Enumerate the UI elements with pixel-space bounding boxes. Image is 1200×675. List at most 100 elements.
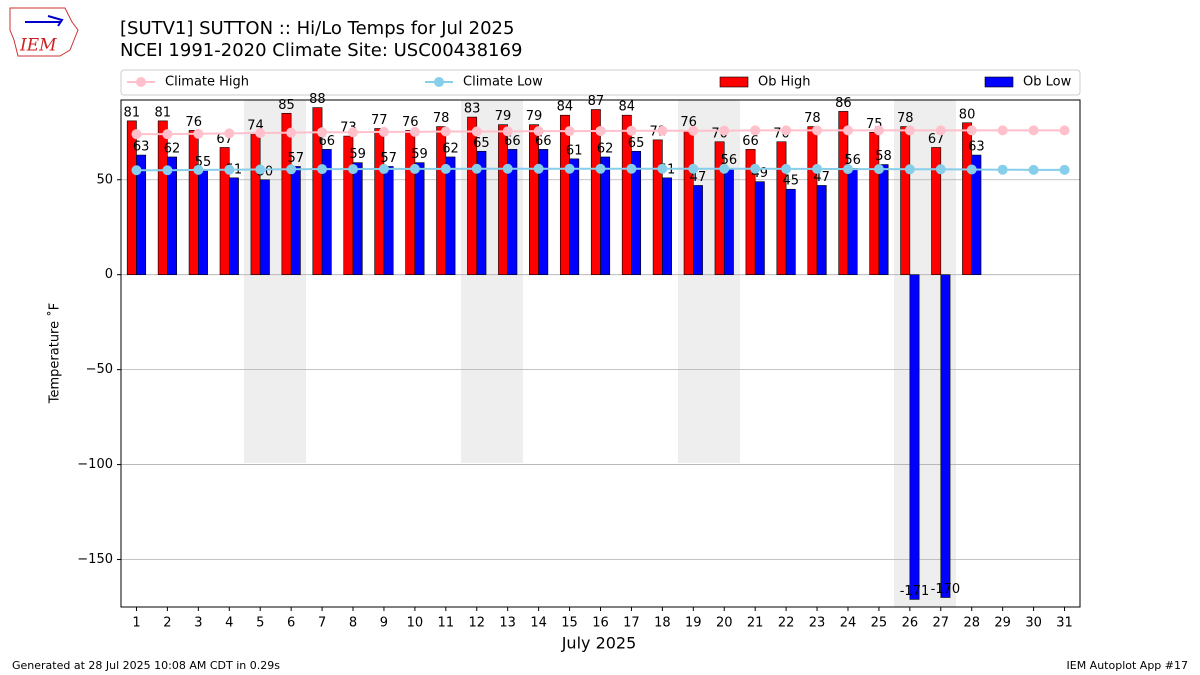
footer-right: IEM Autoplot App #17: [1067, 659, 1189, 672]
bar: [352, 162, 363, 275]
x-tick-label: 11: [438, 616, 455, 631]
bar: [228, 177, 239, 275]
marker: [935, 164, 946, 175]
value-label: 62: [442, 141, 459, 156]
value-label: -170: [931, 582, 961, 597]
value-label: 59: [349, 147, 366, 162]
x-tick-label: 3: [194, 616, 202, 631]
marker: [471, 163, 482, 174]
x-tick-label: 22: [778, 616, 795, 631]
value-label: 81: [154, 105, 171, 120]
value-label: 66: [318, 134, 335, 149]
bar: [652, 139, 663, 275]
footer-left: Generated at 28 Jul 2025 10:08 AM CDT in…: [12, 659, 280, 672]
marker: [873, 125, 884, 136]
y-tick-label: −150: [77, 552, 113, 567]
marker: [286, 127, 297, 138]
marker: [781, 125, 792, 136]
marker: [378, 163, 389, 174]
x-tick-label: 21: [747, 616, 764, 631]
x-tick-label: 20: [716, 616, 733, 631]
bar: [250, 133, 261, 275]
marker: [750, 163, 761, 174]
x-tick-label: 15: [561, 616, 578, 631]
legend-box: [120, 69, 1081, 96]
value-label: 66: [535, 134, 552, 149]
value-label: 76: [402, 115, 419, 130]
marker: [409, 126, 420, 137]
value-label: 86: [835, 96, 852, 111]
bar: [931, 147, 942, 275]
x-tick-label: 13: [499, 616, 516, 631]
value-label: 78: [433, 111, 450, 126]
marker: [502, 126, 513, 137]
legend-label: Climate High: [165, 75, 249, 90]
value-label: 65: [473, 136, 490, 151]
x-tick-label: 18: [654, 616, 671, 631]
bar: [383, 166, 394, 275]
marker: [440, 126, 451, 137]
marker: [966, 164, 977, 175]
value-label: 57: [288, 151, 305, 166]
x-tick-label: 25: [871, 616, 888, 631]
x-tick-label: 9: [380, 616, 388, 631]
marker: [842, 125, 853, 136]
marker: [688, 125, 699, 136]
marker: [502, 163, 513, 174]
value-label: 84: [619, 100, 636, 115]
bar: [662, 177, 672, 275]
bar: [507, 149, 518, 275]
value-label: 78: [804, 111, 821, 126]
value-label: 81: [124, 105, 141, 120]
value-label: 80: [959, 107, 976, 122]
bar: [600, 156, 611, 275]
x-tick-label: 23: [809, 616, 826, 631]
marker: [348, 164, 359, 175]
bar: [693, 185, 703, 275]
marker: [719, 163, 730, 174]
x-tick-label: 14: [530, 616, 547, 631]
bar: [971, 154, 982, 275]
bar: [321, 149, 332, 275]
marker: [440, 163, 451, 174]
x-axis-label: July 2025: [561, 634, 637, 653]
marker: [162, 165, 173, 176]
bar: [188, 130, 199, 275]
marker: [471, 126, 482, 137]
value-label: 63: [133, 140, 150, 155]
x-tick-label: 5: [256, 616, 264, 631]
marker: [1059, 164, 1070, 175]
bar: [785, 188, 796, 275]
logo-icon: [25, 15, 64, 27]
marker: [224, 128, 235, 139]
marker: [966, 125, 977, 136]
bar: [816, 185, 827, 275]
value-label: 61: [566, 143, 583, 158]
value-label: 67: [928, 132, 945, 147]
x-tick-label: 26: [902, 616, 919, 631]
value-label: 78: [897, 111, 914, 126]
y-tick-label: −100: [77, 457, 113, 472]
value-label: 87: [588, 94, 605, 109]
bar: [281, 112, 292, 275]
marker: [131, 165, 142, 176]
x-tick-label: 27: [933, 616, 950, 631]
marker: [688, 163, 699, 174]
value-label: 57: [380, 151, 397, 166]
x-tick-label: 12: [468, 616, 485, 631]
marker: [162, 129, 173, 140]
marker: [812, 125, 823, 136]
marker: [317, 164, 328, 175]
marker: [935, 125, 946, 136]
marker: [657, 163, 668, 174]
bar: [136, 154, 147, 275]
marker: [657, 125, 668, 136]
bar: [414, 162, 425, 275]
bar: [723, 168, 734, 275]
bar: [878, 164, 889, 275]
marker: [595, 163, 606, 174]
marker: [193, 164, 204, 175]
value-label: 62: [597, 141, 614, 156]
x-tick-label: 10: [407, 616, 424, 631]
